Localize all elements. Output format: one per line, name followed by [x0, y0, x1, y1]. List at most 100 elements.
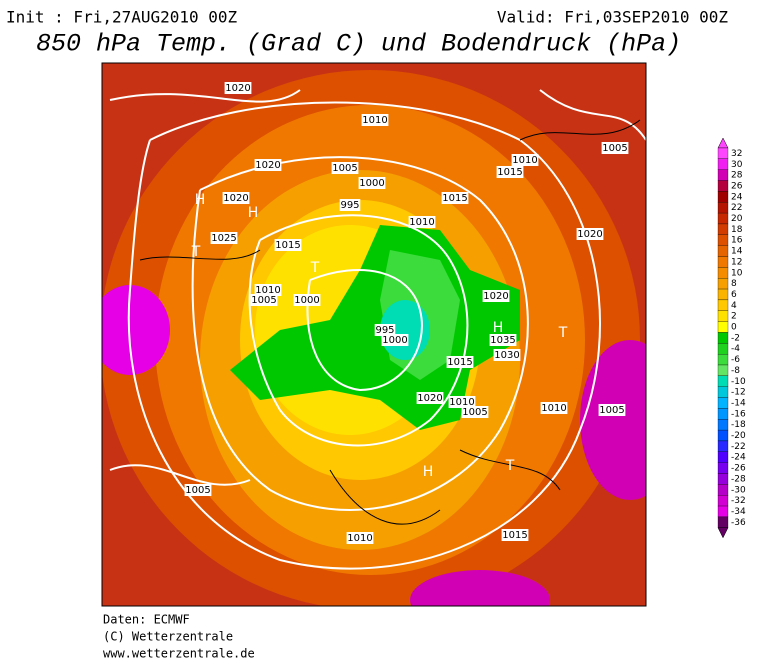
map-label-box: [493, 349, 521, 361]
map: [102, 63, 646, 606]
colorbar-label: -8: [731, 366, 740, 376]
map-label: 1020: [483, 291, 508, 302]
footer-url: www.wetterzentrale.de: [103, 647, 255, 661]
colorbar-swatch: [717, 473, 729, 485]
colorbar-label: -34: [731, 507, 746, 517]
map-label: 1015: [502, 530, 527, 541]
colorbar-swatch: [717, 343, 729, 355]
map-label-box: [210, 232, 238, 244]
map-label: 1000: [359, 178, 384, 189]
colorbar-label: 28: [731, 171, 743, 181]
colorbar-swatch: [717, 147, 729, 160]
map-label: 1020: [255, 160, 280, 171]
map-label: 1005: [462, 407, 487, 418]
colorbar-swatch: [717, 440, 729, 452]
colorbar-swatch: [717, 429, 729, 442]
colorbar-swatch: [717, 397, 729, 409]
colorbar-swatch: [717, 256, 729, 268]
colorbar-label: -26: [731, 464, 746, 474]
map-label-box: [540, 402, 568, 414]
map-label-box: [511, 154, 539, 166]
colorbar-label: 12: [731, 257, 742, 267]
map-label-box: [339, 199, 361, 211]
map-label: 1020: [577, 229, 602, 240]
colorbar-arrow-bottom: [717, 527, 729, 539]
colorbar-label: -12: [731, 388, 746, 398]
map-label: 1010: [362, 115, 387, 126]
colorbar-label: -2: [731, 333, 740, 343]
colorbar-label: 14: [731, 247, 743, 257]
map-label: 1010: [541, 403, 566, 414]
map-label: 1005: [185, 485, 210, 496]
colorbar-label: 0: [731, 323, 737, 333]
colorbar-swatch: [717, 408, 729, 420]
map-label-box: [408, 216, 436, 228]
map-label-box: [346, 532, 374, 544]
colorbar-swatch: [717, 212, 729, 225]
colorbar-label: -20: [731, 431, 746, 441]
map-label-box: [331, 162, 359, 174]
map-label: T: [505, 458, 515, 474]
colorbar-swatch: [717, 516, 729, 528]
map-label: 1005: [251, 295, 276, 306]
map-label-box: [222, 192, 250, 204]
map-label: 1020: [225, 83, 250, 94]
map-title: 850 hPa Temp. (Grad C) und Bodendruck (h…: [36, 30, 681, 59]
map-label: 1015: [447, 357, 472, 368]
colorbar-swatch: [717, 484, 729, 496]
colorbar-label: -18: [731, 420, 746, 430]
colorbar-swatch: [717, 288, 729, 301]
colorbar-swatch: [717, 419, 729, 431]
map-label: 1000: [294, 295, 319, 306]
map-label: 1035: [490, 335, 515, 346]
map-label-box: [254, 284, 282, 296]
colorbar-swatch: [717, 299, 729, 311]
map-label-box: [598, 404, 626, 416]
map-label-box: [254, 159, 282, 171]
colorbar-label: 24: [731, 192, 743, 202]
map-label-box: [361, 114, 389, 126]
map-label-box: [576, 228, 604, 240]
colorbar-label: 8: [731, 279, 737, 289]
footer-data: Daten: ECMWF: [103, 613, 190, 627]
map-frame: [101, 62, 647, 607]
colorbar-swatch: [717, 158, 729, 170]
colorbar-label: -16: [731, 409, 746, 419]
colorbar-label: -36: [731, 518, 746, 528]
colorbar-swatch: [717, 495, 729, 507]
map-label-box: [601, 142, 629, 154]
map-label-box: [224, 82, 252, 94]
map-label-box: [358, 177, 386, 189]
map-label-box: [381, 334, 409, 346]
map-label-box: [441, 192, 469, 204]
colorbar-label: 32: [731, 149, 742, 159]
colorbar-label: -22: [731, 442, 746, 452]
colorbar-label: -30: [731, 485, 746, 495]
map-label: 1030: [494, 350, 519, 361]
map-label-box: [250, 294, 278, 306]
map-label-box: [501, 529, 529, 541]
colorbar-swatch: [717, 462, 729, 474]
colorbar-swatch: [717, 386, 729, 398]
colorbar-label: 10: [731, 268, 743, 278]
colorbar-swatch: [717, 332, 729, 344]
map-label-box: [482, 290, 510, 302]
map-label: T: [310, 260, 320, 276]
map-label: 1010: [347, 533, 372, 544]
colorbar-swatch: [717, 267, 729, 279]
colorbar-label: -4: [731, 344, 740, 354]
colorbar-label: 4: [731, 301, 737, 311]
map-label: H: [423, 464, 434, 480]
colorbar-swatch: [717, 180, 729, 192]
map-label-box: [374, 324, 396, 336]
map-label-box: [461, 406, 489, 418]
footer-copyright: (C) Wetterzentrale: [103, 630, 233, 644]
map-label: T: [191, 244, 201, 260]
colorbar-swatch: [717, 169, 729, 181]
map-label: 1015: [497, 167, 522, 178]
map-label: 1005: [599, 405, 624, 416]
map-label: 1025: [211, 233, 236, 244]
map-label-box: [448, 396, 476, 408]
valid-time: Valid: Fri,03SEP2010 00Z: [497, 8, 729, 27]
